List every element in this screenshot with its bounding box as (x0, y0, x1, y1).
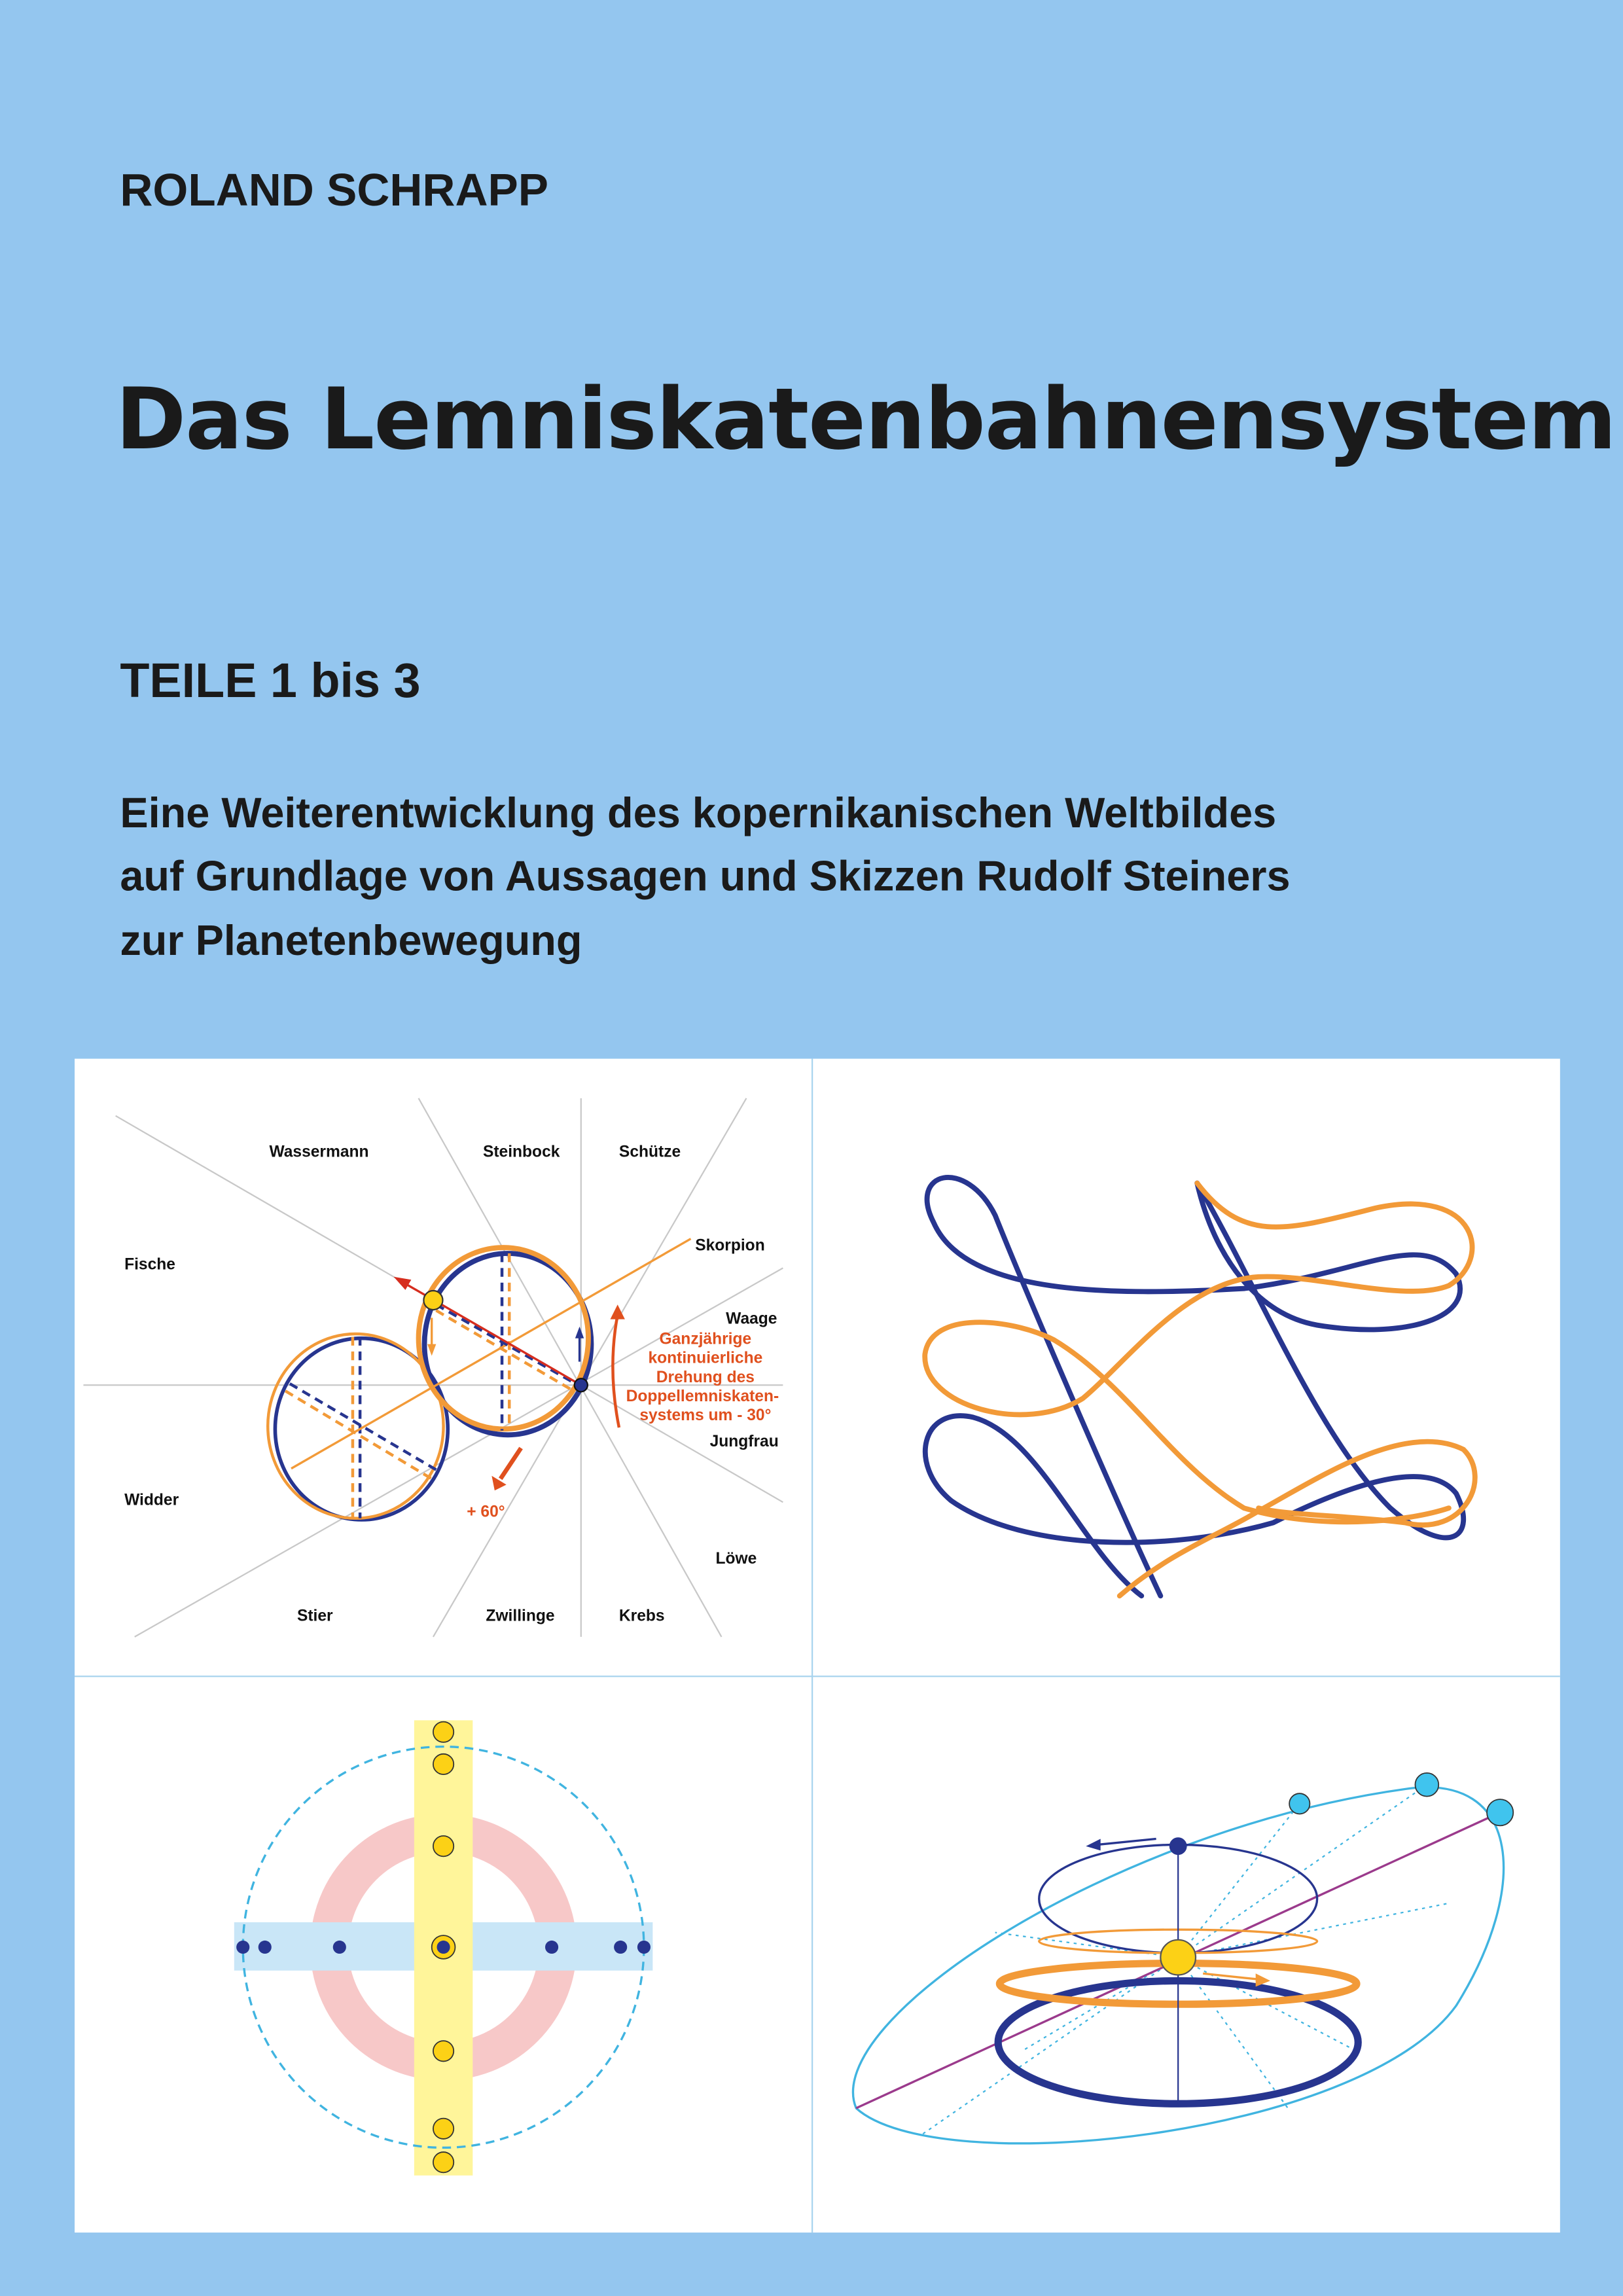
sun-dot (423, 1289, 444, 1311)
author-name: ROLAND SCHRAPP (120, 164, 548, 215)
subtitle-line-1: Eine Weiterentwicklung des kopernikanisc… (120, 789, 1276, 836)
book-title: Das Lemniskatenbahnensystem (116, 370, 1616, 469)
sun-icon (1160, 1939, 1197, 1976)
annotation-line-4: Doppellemniskaten- (626, 1388, 779, 1405)
rotation-arrow (611, 1314, 621, 1428)
sign-fische: Fische (124, 1256, 175, 1274)
sign-waage: Waage (726, 1310, 777, 1327)
subtitle-line-2: auf Grundlage von Aussagen und Skizzen R… (120, 852, 1290, 899)
sign-loewe: Löwe (716, 1550, 757, 1568)
rotation-label: + 60° (467, 1503, 505, 1521)
annotation-line-2: kontinuierliche (648, 1350, 762, 1367)
lemniscate-curves-diagram (922, 1175, 1478, 1599)
orbit-perspective-diagram (851, 1772, 1514, 2145)
sign-skorpion: Skorpion (695, 1237, 765, 1255)
illustration-panel (75, 1058, 1560, 2233)
sign-wassermann: Wassermann (269, 1143, 368, 1160)
annotation-line-3: Drehung des (656, 1369, 755, 1386)
annotation-line-5: systems um - 30° (639, 1407, 771, 1424)
sign-stier: Stier (297, 1607, 333, 1624)
sign-widder: Widder (124, 1492, 179, 1509)
sign-jungfrau: Jungfrau (710, 1433, 779, 1450)
sign-krebs: Krebs (619, 1607, 665, 1624)
zodiac-diagram: Wassermann Steinbock Schütze Fische Skor… (83, 1098, 783, 1638)
earth-dot-3d (1169, 1837, 1187, 1856)
cross-orbit-diagram (234, 1720, 653, 2176)
sign-steinbock: Steinbock (483, 1143, 560, 1160)
sign-zwillinge: Zwillinge (486, 1607, 554, 1624)
subtitle-line-3: zur Planetenbewegung (120, 916, 582, 964)
annotation-line-1: Ganzjährige (660, 1331, 752, 1348)
earth-dot (573, 1378, 588, 1393)
sign-schuetze: Schütze (619, 1143, 681, 1160)
parts-label: TEILE 1 bis 3 (120, 653, 420, 708)
